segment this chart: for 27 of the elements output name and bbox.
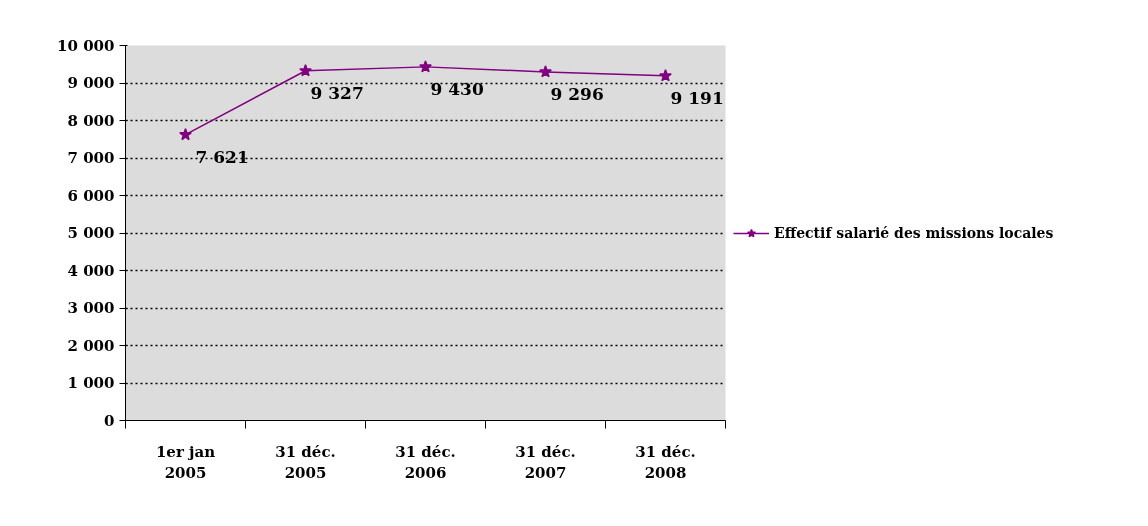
- x-tick-label: 31 déc. 2005: [275, 442, 336, 483]
- x-tick-label: 31 déc. 2008: [635, 442, 696, 483]
- data-label: 9 430: [430, 78, 484, 99]
- point: [299, 63, 312, 77]
- legend-label: Effectif salarié des missions locales: [774, 224, 1054, 241]
- point: [659, 69, 672, 82]
- y-tick-label: 10 000: [57, 36, 115, 55]
- point: [539, 65, 552, 78]
- data-label: 9 296: [550, 83, 604, 104]
- data-label: 7 621: [195, 146, 249, 167]
- data-label: 9 191: [670, 87, 724, 108]
- y-tick-label: 8 000: [67, 111, 115, 130]
- y-tick-label: 4 000: [67, 261, 115, 280]
- y-tick-label: 9 000: [67, 74, 115, 92]
- data-label: 9 327: [310, 82, 364, 103]
- y-tick-label: 6 000: [67, 186, 115, 205]
- x-tick-label: 31 déc. 2007: [515, 442, 576, 483]
- point: [419, 60, 432, 73]
- y-tick-label: 7 000: [67, 149, 115, 167]
- y-tick-label: 2 000: [67, 336, 115, 355]
- x-tick-label: 31 déc. 2006: [395, 442, 456, 483]
- y-tick-label: 5 000: [67, 224, 115, 242]
- y-tick-label: 1 000: [67, 374, 115, 392]
- y-tick-label: 0: [104, 411, 115, 430]
- y-tick-label: 3 000: [67, 299, 115, 317]
- point: [179, 127, 192, 141]
- x-tick-label: 1er jan 2005: [155, 442, 216, 483]
